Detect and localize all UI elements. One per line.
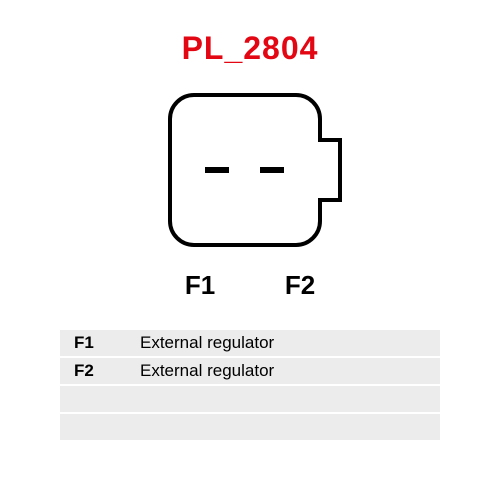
connector-diagram <box>150 85 350 285</box>
part-number-title: PL_2804 <box>0 30 500 67</box>
table-cell-value: External regulator <box>130 361 440 381</box>
table-row <box>60 414 440 442</box>
table-row: F1External regulator <box>60 330 440 358</box>
table-row: F2External regulator <box>60 358 440 386</box>
pin-label-f1: F1 <box>185 270 215 301</box>
table-row <box>60 386 440 414</box>
table-cell-key: F1 <box>60 333 130 353</box>
table-cell-value: External regulator <box>130 333 440 353</box>
pin-description-table: F1External regulatorF2External regulator <box>60 330 440 442</box>
table-cell-key: F2 <box>60 361 130 381</box>
pin-label-f2: F2 <box>285 270 315 301</box>
connector-svg <box>150 85 350 265</box>
pin-labels-row: F1 F2 <box>150 270 350 301</box>
